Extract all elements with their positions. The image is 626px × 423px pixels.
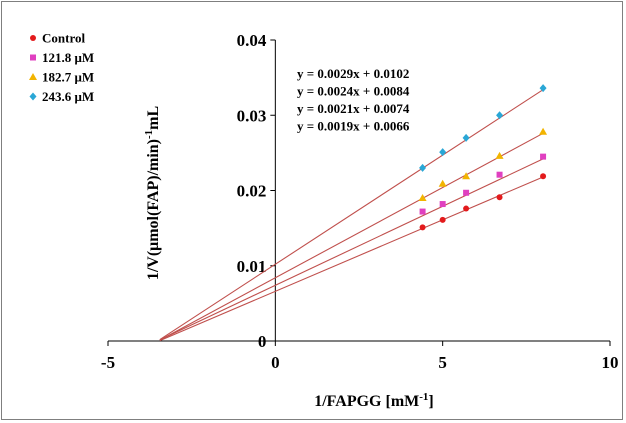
fit-line-series-1 <box>159 176 544 342</box>
data-point-series-4 <box>539 84 547 93</box>
y-tick-label: 0.03 <box>237 106 267 125</box>
x-axis-title: 1/FAPGG [mM-1] <box>314 391 434 410</box>
legend-label-1: Control <box>42 31 85 46</box>
data-point-series-1 <box>540 173 547 180</box>
data-point-series-4 <box>439 148 447 157</box>
x-tick-label: -5 <box>101 353 115 372</box>
fit-lines-layer <box>159 89 544 342</box>
y-axis-title: 1/V(μmol(FAP)/min)-1mL <box>143 106 162 280</box>
data-point-series-3 <box>462 172 471 180</box>
equation-label-1: y = 0.0029x + 0.0102 <box>297 66 409 81</box>
data-point-series-3 <box>495 151 504 159</box>
y-axis-title-end: mL <box>145 106 162 130</box>
legend-label-4: 243.6 μM <box>42 89 94 104</box>
data-point-series-2 <box>496 171 503 178</box>
data-point-series-2 <box>439 201 446 208</box>
axes-layer: -5 0 5 10 0 0.01 0.02 0.03 0.04 <box>101 31 619 372</box>
data-point-series-1 <box>496 194 503 201</box>
data-point-series-1 <box>463 205 470 212</box>
y-axis-title-main: 1/V(μmol(FAP)/min) <box>145 139 162 280</box>
x-axis-title-sup: -1 <box>419 391 428 403</box>
equation-label-2: y = 0.0024x + 0.0084 <box>297 84 410 99</box>
legend-marker-1 <box>30 35 36 41</box>
legend-marker-2 <box>30 54 36 61</box>
data-point-series-4 <box>462 133 470 142</box>
fit-line-series-2 <box>159 158 544 341</box>
data-point-series-2 <box>463 189 470 196</box>
data-point-series-2 <box>540 153 547 160</box>
y-tick-label: 0 <box>258 332 267 351</box>
y-tick-label: 0.04 <box>237 31 267 50</box>
legend-marker-3 <box>29 73 37 80</box>
legend-marker-4 <box>29 92 37 101</box>
legend-label-2: 121.8 μM <box>42 50 94 65</box>
y-tick-label: 0.02 <box>237 182 267 201</box>
x-tick-label: 5 <box>438 353 447 372</box>
x-tick-label: 0 <box>271 353 280 372</box>
legend: Control 121.8 μM 182.7 μM 243.6 μM <box>29 31 94 104</box>
data-point-series-4 <box>419 163 427 172</box>
data-point-series-1 <box>419 224 426 231</box>
x-axis-title-main: 1/FAPGG [mM <box>314 393 419 410</box>
data-point-series-2 <box>419 208 426 215</box>
equations-annotation: y = 0.0029x + 0.0102 y = 0.0024x + 0.0084… <box>297 66 410 134</box>
x-axis-title-end: ] <box>428 393 433 410</box>
markers-layer <box>418 84 548 231</box>
fit-line-series-3 <box>159 132 544 341</box>
data-point-series-3 <box>438 179 447 187</box>
fit-line-series-4 <box>159 89 544 340</box>
data-point-series-4 <box>496 111 504 120</box>
equation-label-3: y = 0.0021x + 0.0074 <box>297 101 410 116</box>
legend-label-3: 182.7 μM <box>42 70 94 85</box>
data-point-series-3 <box>539 127 548 135</box>
equation-label-4: y = 0.0019x + 0.0066 <box>297 119 410 134</box>
data-point-series-3 <box>418 194 427 202</box>
y-tick-label: 0.01 <box>237 257 267 276</box>
data-point-series-1 <box>439 216 446 223</box>
y-axis-title-sup: -1 <box>143 130 155 139</box>
x-tick-label: 10 <box>602 353 619 372</box>
